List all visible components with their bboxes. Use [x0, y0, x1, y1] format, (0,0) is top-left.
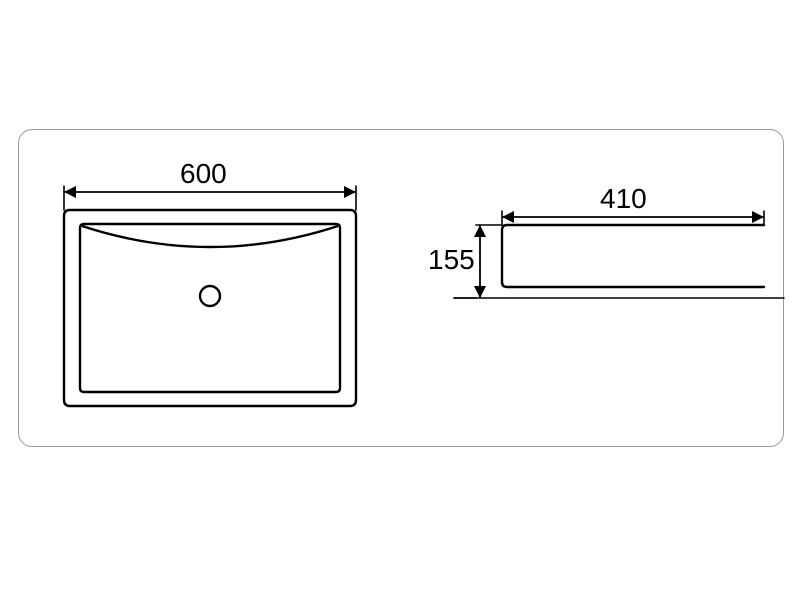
drawing-svg — [0, 0, 800, 600]
dimension-length-label: 410 — [600, 183, 647, 215]
dimension-width-label: 600 — [180, 158, 227, 190]
dimension-height-label: 155 — [428, 244, 475, 276]
